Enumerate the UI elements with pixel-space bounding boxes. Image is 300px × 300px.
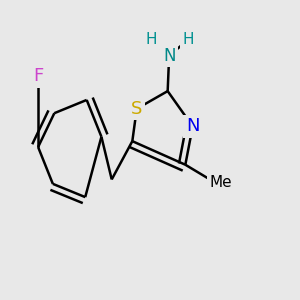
Text: N: N	[186, 117, 200, 135]
Text: F: F	[33, 68, 43, 85]
Text: H: H	[182, 32, 194, 47]
Text: Me: Me	[209, 175, 232, 190]
Text: N: N	[163, 47, 175, 65]
Text: S: S	[131, 100, 142, 118]
Text: H: H	[146, 32, 157, 47]
